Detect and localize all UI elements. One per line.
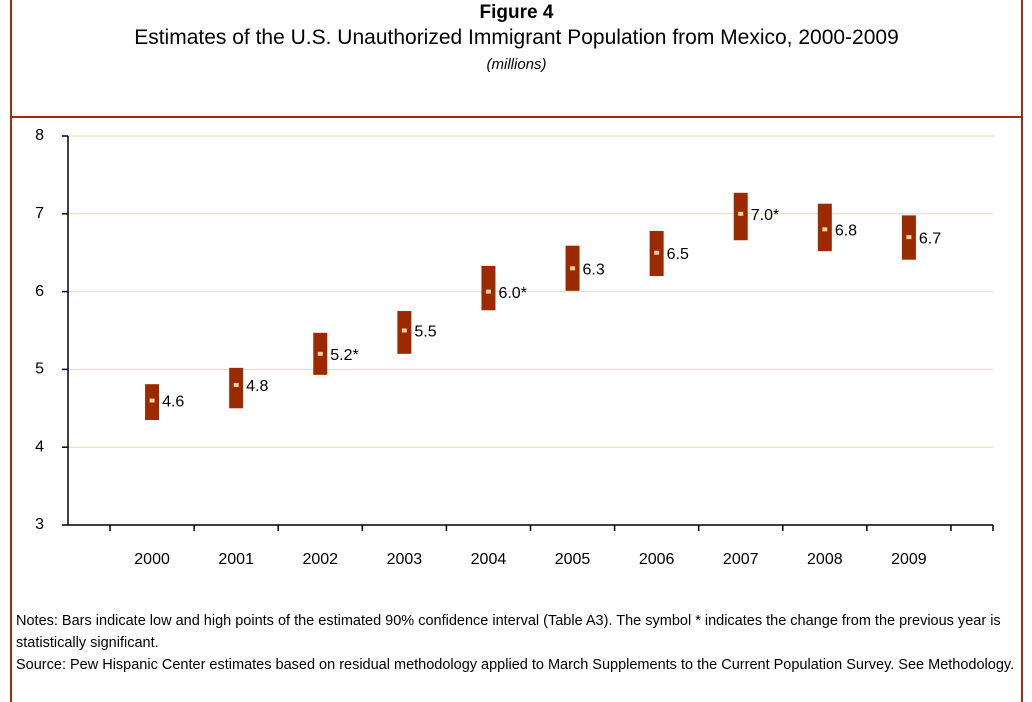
x-tick-label: 2004 <box>471 551 507 568</box>
x-tick-label: 2005 <box>555 551 591 568</box>
notes-text: Notes: Bars indicate low and high points… <box>16 613 1001 651</box>
chart-title: Figure 4 <box>479 2 554 23</box>
y-tick-label: 8 <box>35 127 44 144</box>
x-tick-label: 2006 <box>639 551 675 568</box>
y-tick-label: 5 <box>35 361 44 378</box>
y-tick-label: 7 <box>35 205 44 222</box>
chart-subtitle: Estimates of the U.S. Unauthorized Immig… <box>134 26 899 49</box>
header: Figure 4 Estimates of the U.S. Unauthori… <box>12 0 1021 118</box>
value-label: 6.0* <box>498 285 526 302</box>
x-tick-label: 2002 <box>302 551 338 568</box>
estimate-marker <box>654 250 660 255</box>
value-label: 5.2* <box>330 347 358 364</box>
x-tick-label: 2008 <box>807 551 843 568</box>
interval-bar <box>481 265 496 311</box>
value-label: 6.5 <box>667 246 689 263</box>
y-tick-label: 4 <box>35 438 44 455</box>
unit-label: (millions) <box>486 56 547 73</box>
estimate-marker <box>317 351 323 356</box>
x-tick-label: 2003 <box>387 551 423 568</box>
x-tick-label: 2007 <box>723 551 759 568</box>
estimate-marker <box>906 235 912 240</box>
notes: Notes: Bars indicate low and high points… <box>16 610 1021 676</box>
value-label: 7.0* <box>751 207 779 224</box>
estimate-marker <box>149 398 155 403</box>
x-tick-label: 2001 <box>218 551 254 568</box>
estimate-marker <box>233 382 239 387</box>
value-label: 6.7 <box>919 230 941 247</box>
value-label: 6.3 <box>583 261 605 278</box>
estimate-marker <box>822 227 828 232</box>
value-label: 5.5 <box>414 324 436 341</box>
value-label: 6.8 <box>835 223 857 240</box>
estimate-marker <box>570 266 576 271</box>
estimate-marker <box>401 328 407 333</box>
chart: 3 4 5 6 7 8 2000 2001 2002 2003 2004 2005 2006 2007 20… <box>35 127 994 568</box>
value-label: 4.8 <box>246 378 268 395</box>
estimate-marker <box>738 211 744 216</box>
interval-bar <box>229 367 244 409</box>
frame: Figure 4 Estimates of the U.S. Unauthori… <box>10 0 1023 702</box>
x-tick-label: 2009 <box>891 551 927 568</box>
estimate-marker <box>485 289 491 294</box>
source-text: Source: Pew Hispanic Center estimates ba… <box>16 657 1015 673</box>
y-tick-label: 6 <box>35 283 44 300</box>
value-label: 4.6 <box>162 394 184 411</box>
interval-bar <box>733 192 748 241</box>
y-tick-label: 3 <box>35 516 44 533</box>
x-tick-label: 2000 <box>134 551 170 568</box>
